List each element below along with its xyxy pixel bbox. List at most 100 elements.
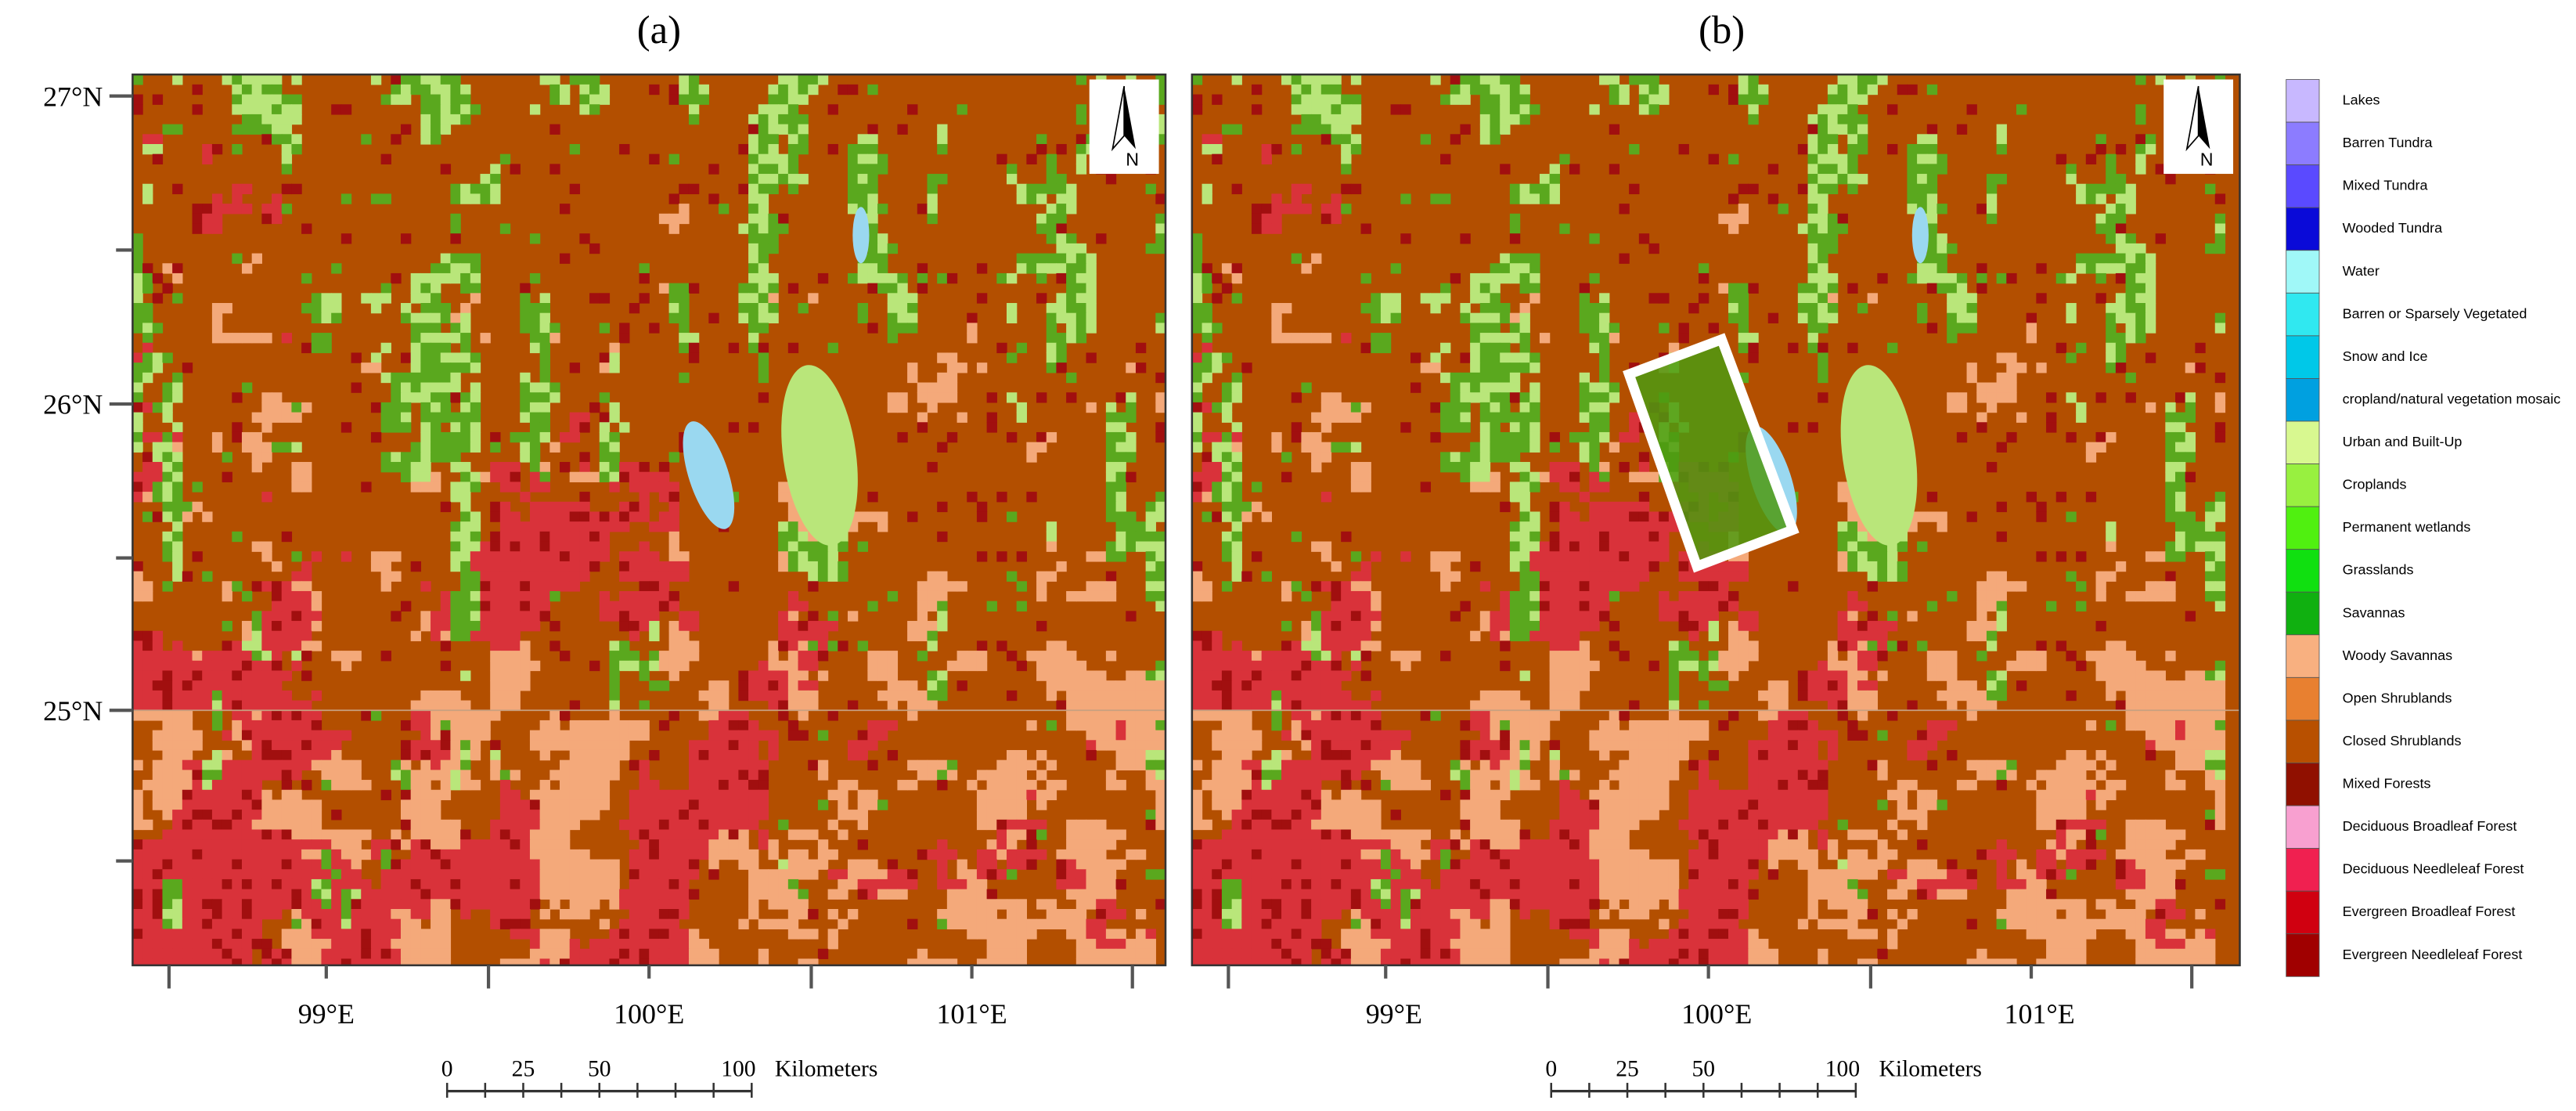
map-cell bbox=[380, 342, 391, 354]
map-cell bbox=[410, 740, 422, 751]
map-cell bbox=[470, 521, 481, 532]
map-cell bbox=[1115, 939, 1126, 950]
map-cell bbox=[619, 333, 630, 344]
map-cell bbox=[490, 680, 501, 691]
map-cell bbox=[1096, 869, 1107, 880]
map-cell bbox=[301, 889, 312, 900]
map-cell bbox=[1609, 511, 1620, 522]
map-cell bbox=[172, 948, 183, 960]
map-cell bbox=[787, 531, 799, 543]
map-cell bbox=[719, 810, 730, 821]
map-cell bbox=[560, 462, 571, 473]
map-cell bbox=[1006, 918, 1018, 930]
map-cell bbox=[1937, 253, 1947, 264]
map-cell bbox=[778, 482, 789, 492]
map-cell bbox=[2095, 223, 2106, 234]
map-cell bbox=[1075, 323, 1087, 334]
map-cell bbox=[241, 770, 253, 781]
map-cell bbox=[907, 621, 918, 632]
map-cell bbox=[1056, 878, 1067, 890]
map-cell bbox=[1509, 94, 1521, 105]
map-cell bbox=[1827, 114, 1839, 125]
map-cell bbox=[251, 660, 262, 672]
map-cell bbox=[1075, 839, 1087, 850]
map-cell bbox=[1056, 363, 1067, 373]
map-cell bbox=[2135, 272, 2146, 284]
map-cell bbox=[331, 909, 342, 920]
map-cell bbox=[152, 730, 164, 741]
map-cell bbox=[182, 869, 193, 880]
map-cell bbox=[609, 939, 620, 950]
map-cell bbox=[529, 611, 541, 622]
map-cell bbox=[321, 780, 332, 791]
map-cell bbox=[639, 810, 650, 821]
map-cell bbox=[152, 899, 164, 910]
map-cell bbox=[649, 621, 660, 632]
map-cell bbox=[599, 730, 611, 741]
map-cell bbox=[897, 303, 908, 314]
map-cell bbox=[857, 869, 868, 880]
map-cell bbox=[629, 561, 640, 572]
map-cell bbox=[1105, 869, 1117, 880]
map-cell bbox=[241, 710, 253, 721]
map-cell bbox=[440, 899, 452, 910]
map-cell bbox=[232, 670, 243, 681]
map-cell bbox=[340, 780, 352, 791]
map-cell bbox=[211, 948, 223, 960]
map-cell bbox=[946, 878, 958, 890]
map-cell bbox=[1470, 471, 1481, 483]
map-cell bbox=[272, 720, 283, 731]
map-cell bbox=[142, 352, 153, 363]
map-cell bbox=[708, 759, 719, 770]
map-cell bbox=[679, 899, 690, 910]
map-cell bbox=[241, 263, 253, 274]
map-cell bbox=[460, 363, 471, 373]
map-cell bbox=[1460, 372, 1471, 384]
map-cell bbox=[2145, 272, 2156, 284]
map-cell bbox=[272, 740, 283, 751]
map-cell bbox=[1529, 382, 1540, 393]
map-cell bbox=[251, 680, 262, 691]
map-cell bbox=[1350, 134, 1362, 145]
map-cell bbox=[619, 471, 630, 483]
map-cell bbox=[1350, 114, 1362, 125]
map-cell bbox=[1807, 422, 1818, 433]
map-cell bbox=[132, 849, 143, 860]
land-cover-map bbox=[132, 74, 1166, 965]
map-cell bbox=[549, 94, 560, 105]
map-cell bbox=[1470, 293, 1481, 304]
map-cell bbox=[560, 204, 571, 215]
map-cell bbox=[539, 889, 550, 900]
map-cell bbox=[490, 849, 501, 860]
map-cell bbox=[629, 859, 640, 870]
map-cell bbox=[211, 810, 223, 821]
map-cell bbox=[719, 690, 730, 702]
map-cell bbox=[668, 452, 679, 463]
map-cell bbox=[539, 333, 550, 344]
map-cell bbox=[2115, 183, 2127, 195]
map-cell bbox=[192, 690, 203, 702]
map-cell bbox=[2185, 431, 2196, 443]
map-cell bbox=[301, 958, 312, 965]
map-cell bbox=[719, 789, 730, 801]
map-cell bbox=[261, 690, 272, 702]
map-cell bbox=[1016, 193, 1028, 204]
map-cell bbox=[649, 849, 660, 860]
map-cell bbox=[450, 541, 461, 552]
map-cell bbox=[1907, 153, 1918, 164]
map-cell bbox=[877, 263, 888, 274]
map-cell bbox=[272, 561, 283, 572]
map-cell bbox=[391, 878, 402, 890]
map-cell bbox=[420, 363, 431, 373]
map-cell bbox=[887, 303, 899, 314]
map-cell bbox=[1470, 482, 1481, 492]
map-cell bbox=[1648, 511, 1659, 522]
map-cell bbox=[1479, 452, 1491, 463]
map-cell bbox=[1708, 84, 1719, 96]
map-cell bbox=[1331, 104, 1342, 115]
map-cell bbox=[1738, 342, 1749, 354]
map-cell bbox=[1917, 153, 1928, 164]
map-cell bbox=[579, 810, 590, 821]
map-cell bbox=[748, 323, 759, 334]
map-cell bbox=[460, 323, 471, 334]
